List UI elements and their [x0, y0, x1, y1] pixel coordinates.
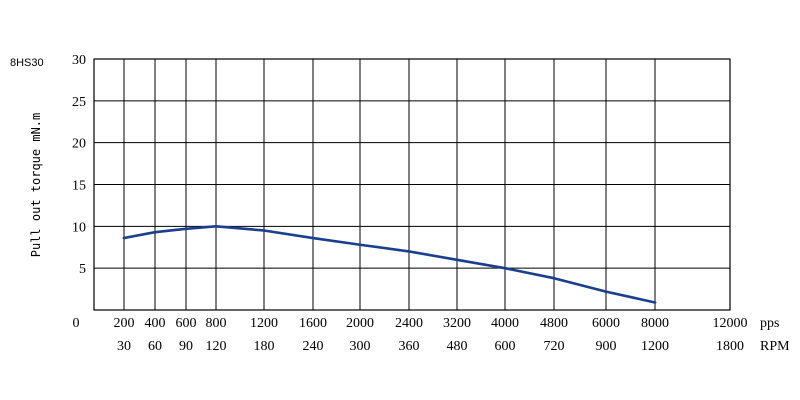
x-tick-label-pps: 1600: [299, 316, 327, 331]
data-point: [153, 230, 157, 234]
data-point: [407, 250, 411, 253]
x-tick-label-rpm: 180: [254, 339, 275, 354]
x-tick-label-pps: 6000: [592, 316, 620, 331]
x-tick-labels: 200 400 600 800 1200 1600 2000 2400 3200 4000 4800…: [114, 316, 748, 354]
x-tick-label-rpm: 30: [117, 339, 131, 354]
x-tick-label-rpm: 480: [447, 339, 468, 354]
y-tick-label: 5: [79, 262, 86, 277]
x-tick-label-rpm: 720: [544, 339, 565, 354]
y-tick-label: 15: [72, 179, 86, 194]
y-tick-label: 10: [72, 220, 86, 235]
data-point: [262, 229, 266, 232]
x-tick-label-rpm: 600: [495, 339, 516, 354]
data-point: [455, 258, 459, 262]
x-tick-label-rpm: 60: [148, 339, 162, 354]
data-point: [214, 225, 218, 228]
x-tick-label-rpm: 300: [350, 339, 371, 354]
x-tick-label-pps: 200: [114, 316, 135, 331]
x-tick-label-pps: 400: [145, 316, 166, 331]
x-tick-label-rpm: 120: [206, 339, 227, 354]
x-tick-label-pps: 12000: [713, 316, 748, 331]
x-tick-label-pps: 800: [206, 316, 227, 331]
x-tick-label-pps: 8000: [641, 316, 669, 331]
x-unit-pps: pps: [760, 316, 779, 331]
plot-grid: [93, 58, 731, 311]
data-point: [184, 227, 188, 231]
y-axis-label: Pull out torque mN.m: [29, 113, 43, 258]
data-point: [311, 236, 315, 240]
x-tick-label-rpm: 360: [399, 339, 420, 354]
data-point: [604, 290, 608, 293]
data-point: [503, 266, 507, 270]
data-point: [552, 276, 556, 280]
x-tick-label-pps: 3200: [443, 316, 471, 331]
model-label: 8HS30: [10, 57, 44, 69]
data-point: [122, 236, 126, 240]
x-tick-label-pps: 600: [176, 316, 197, 331]
y-tick-label: 20: [72, 137, 86, 152]
x-tick-label-pps: 4800: [540, 316, 568, 331]
y-tick-labels: 30 25 20 15 10 5: [72, 53, 86, 277]
data-point: [358, 243, 362, 247]
x-tick-label-pps: 2000: [346, 316, 374, 331]
origin-label: 0: [73, 316, 80, 331]
series-group: [122, 225, 657, 304]
x-tick-label-rpm: 90: [179, 339, 193, 354]
data-point: [653, 301, 657, 304]
x-tick-label-pps: 1200: [250, 316, 278, 331]
y-tick-label: 30: [72, 53, 86, 68]
x-tick-label-rpm: 240: [303, 339, 324, 354]
x-unit-rpm: RPM: [760, 339, 790, 354]
x-tick-label-rpm: 1800: [716, 339, 744, 354]
y-tick-label: 25: [72, 95, 86, 110]
series-line-0: [122, 225, 657, 304]
x-tick-label-pps: 2400: [395, 316, 423, 331]
x-tick-label-pps: 4000: [491, 316, 519, 331]
x-tick-label-rpm: 1200: [641, 339, 669, 354]
x-tick-label-rpm: 900: [596, 339, 617, 354]
